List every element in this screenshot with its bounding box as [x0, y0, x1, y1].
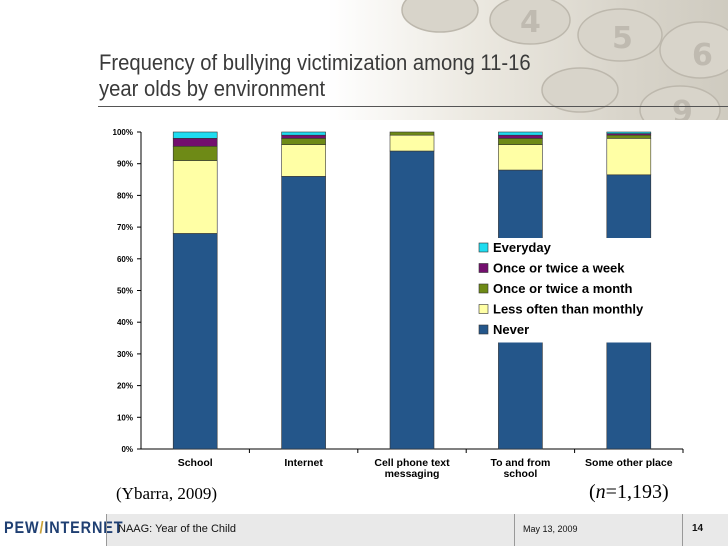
legend-swatch-once-or-twice-a-month	[478, 283, 489, 294]
footer-divider	[106, 514, 107, 546]
slide-title-line2: year olds by environment	[99, 76, 326, 101]
svg-text:4: 4	[520, 5, 541, 40]
bar-segment-everyday	[498, 131, 543, 136]
x-tick-label: Internet	[284, 457, 323, 469]
x-tick-label: messaging	[385, 468, 440, 480]
legend-label: Everyday	[493, 240, 552, 255]
bar-segment-once-or-twice-a-month	[172, 145, 218, 161]
bar-segment-once-or-twice-a-week	[172, 138, 218, 147]
y-tick-label: 100%	[113, 128, 133, 137]
bar-segment-less-often-than-monthly	[606, 138, 652, 176]
page-number: 14	[692, 523, 704, 534]
slide-title-line1: Frequency of bullying victimization amon…	[99, 50, 531, 75]
sample-size-var: n	[595, 481, 606, 503]
bar-segment-once-or-twice-a-week	[281, 134, 326, 139]
keypad-background-image: 4 5 6 9	[401, 0, 728, 120]
legend-swatch-everyday	[478, 242, 489, 253]
logo-slash: /	[39, 518, 45, 537]
svg-text:5: 5	[612, 21, 633, 56]
bar-segment-once-or-twice-a-month	[281, 138, 326, 145]
x-tick-label: To and from	[490, 457, 550, 469]
bar-segment-less-often-than-monthly	[498, 144, 543, 171]
logo-text-left: PEW	[4, 518, 40, 537]
legend-label: Less often than monthly	[493, 302, 644, 317]
legend-label: Once or twice a month	[493, 281, 632, 296]
y-tick-label: 60%	[117, 255, 133, 264]
slide-title: Frequency of bullying victimization amon…	[99, 50, 614, 102]
bar-segment-once-or-twice-a-month	[498, 138, 543, 145]
sample-size-value: =1,193)	[605, 481, 669, 503]
legend-box	[475, 238, 667, 343]
pew-internet-logo: PEW/INTERNET	[4, 518, 123, 538]
footer-band	[106, 514, 728, 546]
svg-text:9: 9	[672, 95, 693, 120]
x-tick-label: Cell phone text	[374, 457, 450, 469]
bar-segment-less-often-than-monthly	[172, 160, 218, 234]
y-tick-label: 90%	[117, 160, 133, 169]
legend-label: Once or twice a week	[493, 261, 625, 276]
bar-segment-never	[172, 233, 218, 450]
footer-divider	[682, 514, 683, 546]
bar-segment-less-often-than-monthly	[281, 144, 326, 177]
bar-segment-less-often-than-monthly	[389, 134, 435, 152]
y-tick-label: 20%	[117, 382, 133, 391]
sample-size-open: (	[589, 481, 596, 503]
legend-swatch-less-often-than-monthly	[478, 304, 489, 314]
bar-segment-everyday	[606, 131, 652, 134]
footer-title: NAAG: Year of the Child	[118, 523, 237, 535]
svg-text:6: 6	[692, 38, 713, 73]
y-tick-label: 70%	[117, 223, 133, 232]
source-citation: (Ybarra, 2009)	[116, 484, 218, 503]
title-divider	[98, 106, 728, 107]
bar-segment-once-or-twice-a-week	[498, 134, 543, 139]
y-tick-label: 0%	[121, 445, 133, 454]
bar-segment-everyday	[281, 131, 326, 136]
legend-swatch-once-or-twice-a-week	[478, 263, 489, 273]
y-tick-label: 10%	[117, 413, 133, 422]
x-tick-label: Some other place	[585, 457, 673, 469]
footer-date: May 13, 2009	[523, 524, 578, 534]
bar-chart: 0% 10% 20% 30% 40% 50% 60% 70% 80% 90% 100% School I…	[113, 128, 684, 480]
logo-text-right: INTERNET	[44, 518, 124, 537]
bar-segment-everyday	[172, 131, 218, 139]
y-tick-label: 40%	[117, 318, 133, 327]
y-tick-label: 50%	[117, 287, 133, 296]
bar-segment-once-or-twice-a-month	[389, 131, 435, 136]
bar-segment-never	[281, 176, 326, 450]
bar-segment-never	[389, 150, 435, 450]
legend-label: Never	[493, 322, 529, 337]
y-tick-label: 30%	[117, 350, 133, 359]
sample-size: (n=1,193)	[589, 481, 669, 504]
legend-swatch-never	[478, 324, 489, 335]
x-tick-label: school	[503, 468, 537, 480]
y-tick-label: 80%	[117, 191, 133, 200]
footer-divider	[514, 514, 515, 546]
bar-segment-once-or-twice-a-month	[606, 134, 652, 139]
x-tick-label: School	[178, 457, 213, 469]
